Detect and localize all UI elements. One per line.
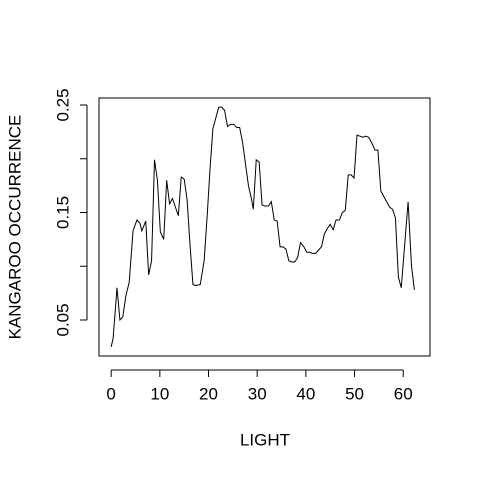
y-axis-label: KANGAROO OCCURRENCE bbox=[5, 115, 24, 340]
x-tick-label: 10 bbox=[150, 384, 169, 403]
x-tick-label: 30 bbox=[248, 384, 267, 403]
y-tick-label: 0.05 bbox=[53, 303, 72, 336]
data-line bbox=[110, 106, 415, 347]
y-tick-label: 0.25 bbox=[53, 88, 72, 121]
x-tick-label: 60 bbox=[394, 384, 413, 403]
x-axis-label: LIGHT bbox=[240, 430, 290, 449]
x-tick-label: 40 bbox=[296, 384, 315, 403]
plot-box bbox=[98, 97, 431, 357]
x-tick-label: 50 bbox=[345, 384, 364, 403]
x-tick-label: 0 bbox=[106, 384, 115, 403]
x-tick-label: 20 bbox=[199, 384, 218, 403]
y-tick-label: 0.15 bbox=[53, 196, 72, 229]
